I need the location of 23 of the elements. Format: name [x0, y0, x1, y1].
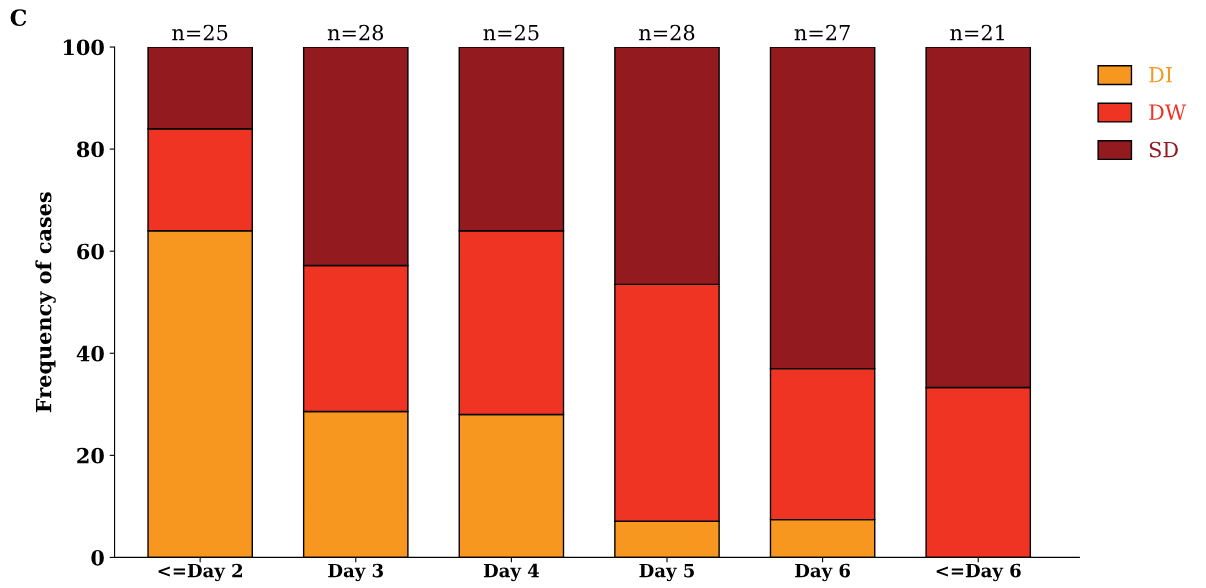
y-tick-label: 60	[77, 243, 104, 260]
y-tick-label: 40	[76, 345, 104, 362]
x-tick-label: <=Day 2	[158, 563, 243, 582]
x-tick-label: Day 4	[483, 563, 539, 582]
x-tick-label: <=Day 6	[936, 563, 1021, 582]
annotation: n=28	[639, 24, 695, 41]
legend-label: DW	[1149, 104, 1187, 120]
annotation: n=21	[950, 24, 1004, 41]
annotation: n=25	[172, 24, 228, 41]
legend-label: DI	[1149, 67, 1172, 83]
y-tick-label: 100	[63, 39, 104, 56]
y-tick-label: 20	[77, 447, 104, 464]
y-tick-label: 80	[76, 141, 104, 158]
x-tick-label: Day 3	[328, 563, 383, 582]
y-tick-label: 0	[91, 549, 104, 566]
x-tick-label: Day 5	[639, 563, 694, 582]
text: C	[10, 9, 27, 27]
annotation: n=25	[483, 24, 539, 41]
y-axis-title: Frequency of cases	[35, 192, 56, 413]
legend-label: SD	[1149, 141, 1178, 158]
annotation: n=27	[794, 24, 850, 41]
x-tick-label: Day 6	[795, 563, 850, 582]
annotation: n=28	[327, 24, 384, 41]
